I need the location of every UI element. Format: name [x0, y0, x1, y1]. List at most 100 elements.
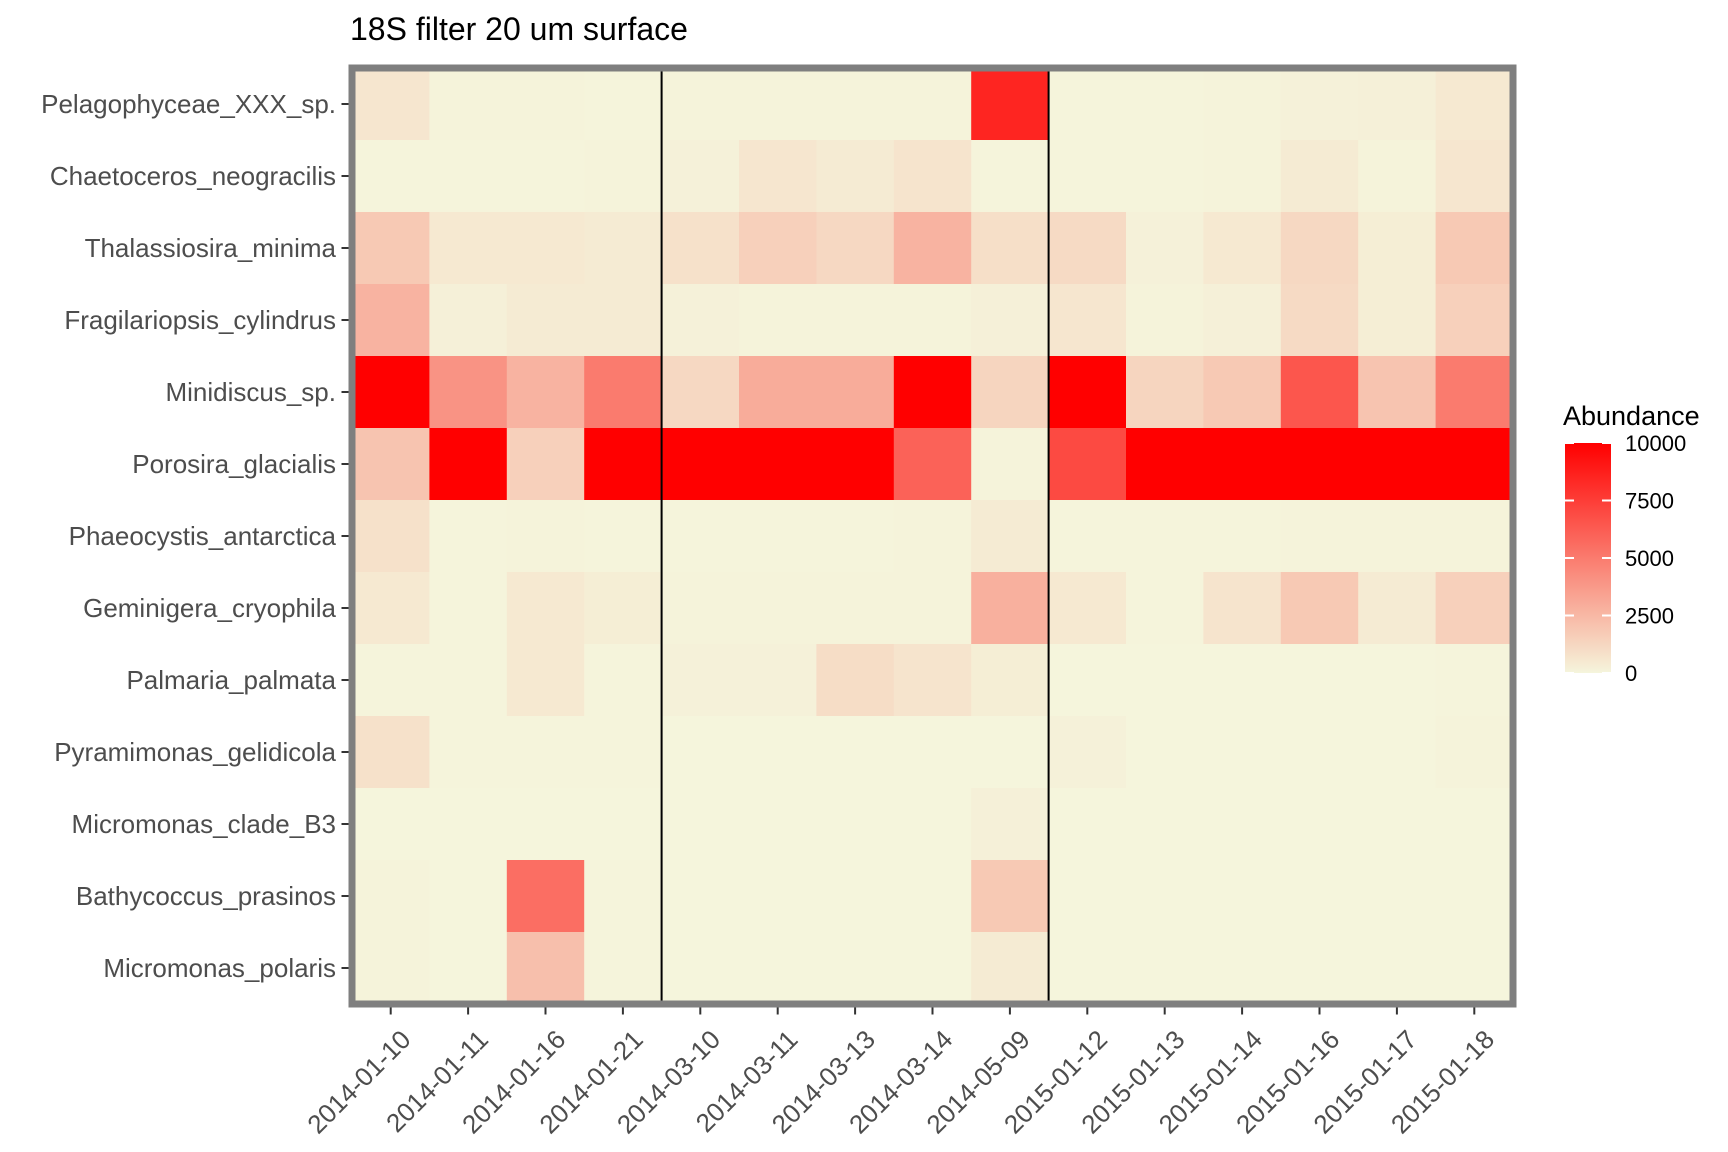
heatmap-cell — [352, 140, 430, 213]
heatmap-cell — [1280, 68, 1359, 141]
heatmap-cell — [584, 500, 663, 573]
heatmap-cell — [1203, 212, 1282, 285]
heatmap-cell — [1126, 68, 1204, 141]
heatmap-cell — [1126, 284, 1204, 357]
heatmap-cell — [1203, 356, 1282, 429]
heatmap-cell — [506, 284, 585, 357]
heatmap-cell — [429, 356, 508, 429]
heatmap-cell — [661, 500, 740, 573]
heatmap-cell — [429, 932, 508, 1005]
heatmap-cell — [1280, 500, 1359, 573]
heatmap-cell — [971, 644, 1050, 717]
heatmap-cell — [584, 68, 663, 141]
heatmap-cell — [971, 68, 1050, 141]
heatmap-cell — [739, 140, 817, 213]
heatmap-cell — [1280, 284, 1359, 357]
heatmap-cell — [893, 212, 972, 285]
heatmap-cell — [1203, 428, 1282, 501]
heatmap-cell — [1435, 644, 1514, 717]
heatmap-cell — [816, 284, 895, 357]
heatmap-cell — [352, 356, 430, 429]
heatmap-cell — [1203, 500, 1282, 573]
heatmap-cell — [1203, 284, 1282, 357]
heatmap-cell — [429, 860, 508, 933]
heatmap-cell — [584, 284, 663, 357]
heatmap-cell — [352, 68, 430, 141]
y-tick-label: Phaeocystis_antarctica — [69, 521, 337, 551]
heatmap-cell — [1358, 356, 1437, 429]
heatmap-cell — [1048, 68, 1127, 141]
heatmap-cell — [506, 212, 585, 285]
heatmap-cell — [1048, 356, 1127, 429]
heatmap-cell — [661, 572, 740, 645]
heatmap-cell — [352, 212, 430, 285]
heatmap-cell — [1435, 932, 1514, 1005]
heatmap-cell — [739, 716, 817, 789]
heatmap-cell — [1126, 788, 1204, 861]
heatmap-cell — [661, 356, 740, 429]
heatmap-cell — [971, 572, 1050, 645]
heatmap-cell — [893, 644, 972, 717]
y-tick-label: Micromonas_clade_B3 — [72, 809, 336, 839]
heatmap-cell — [1280, 356, 1359, 429]
colorbar-tick-label: 2500 — [1625, 604, 1674, 629]
heatmap-cell — [661, 140, 740, 213]
y-tick-label: Chaetoceros_neogracilis — [50, 161, 336, 191]
heatmap-cell — [1358, 500, 1437, 573]
heatmap-cell — [352, 572, 430, 645]
heatmap-cell — [971, 212, 1050, 285]
y-axis: Pelagophyceae_XXX_sp. Chaetoceros_neograc… — [41, 89, 349, 983]
heatmap-cell — [739, 68, 817, 141]
heatmap-cell — [661, 284, 740, 357]
heatmap-cell — [971, 356, 1050, 429]
heatmap-cell — [1203, 140, 1282, 213]
heatmap-cell — [1280, 212, 1359, 285]
heatmap-cell — [816, 140, 895, 213]
heatmap-cell — [739, 212, 817, 285]
heatmap-cell — [1280, 644, 1359, 717]
heatmap-cell — [739, 860, 817, 933]
heatmap-cell — [352, 284, 430, 357]
heatmap-cell — [352, 644, 430, 717]
heatmap-cell — [1126, 500, 1204, 573]
y-tick-label: Palmaria_palmata — [126, 665, 336, 695]
heatmap-cell — [429, 68, 508, 141]
heatmap-cell — [1280, 788, 1359, 861]
heatmap-cell — [584, 140, 663, 213]
heatmap-cell — [739, 500, 817, 573]
heatmap-cell — [661, 428, 740, 501]
heatmap-cell — [816, 68, 895, 141]
heatmap-cell — [1280, 140, 1359, 213]
heatmap-cell — [816, 860, 895, 933]
heatmap-cell — [1435, 212, 1514, 285]
heatmap-cell — [1048, 644, 1127, 717]
heatmap-cell — [893, 500, 972, 573]
chart-title: 18S filter 20 um surface — [350, 11, 688, 47]
heatmap-cell — [1358, 644, 1437, 717]
heatmap-cell — [893, 284, 972, 357]
colorbar-legend: Abundance 10000 7500 5000 2500 0 — [1563, 401, 1700, 686]
heatmap-cell — [429, 284, 508, 357]
heatmap-cell — [1435, 356, 1514, 429]
heatmap-cell — [971, 788, 1050, 861]
heatmap-cell — [1048, 716, 1127, 789]
heatmap-cell — [352, 788, 430, 861]
heatmap-cell — [584, 356, 663, 429]
heatmap-cell — [1358, 788, 1437, 861]
heatmap-cell — [893, 716, 972, 789]
heatmap-cell — [1048, 932, 1127, 1005]
heatmap-cell — [893, 932, 972, 1005]
heatmap-cell — [1280, 860, 1359, 933]
heatmap-cell — [1435, 284, 1514, 357]
y-tick-label: Fragilariopsis_cylindrus — [64, 305, 336, 335]
heatmap-cell — [506, 716, 585, 789]
heatmap-cell — [739, 428, 817, 501]
heatmap-cell — [1126, 356, 1204, 429]
heatmap-cell — [661, 644, 740, 717]
heatmap-cell — [429, 428, 508, 501]
heatmap-cell — [1203, 788, 1282, 861]
heatmap-cell — [429, 500, 508, 573]
heatmap-cell — [739, 356, 817, 429]
heatmap-cell — [352, 860, 430, 933]
